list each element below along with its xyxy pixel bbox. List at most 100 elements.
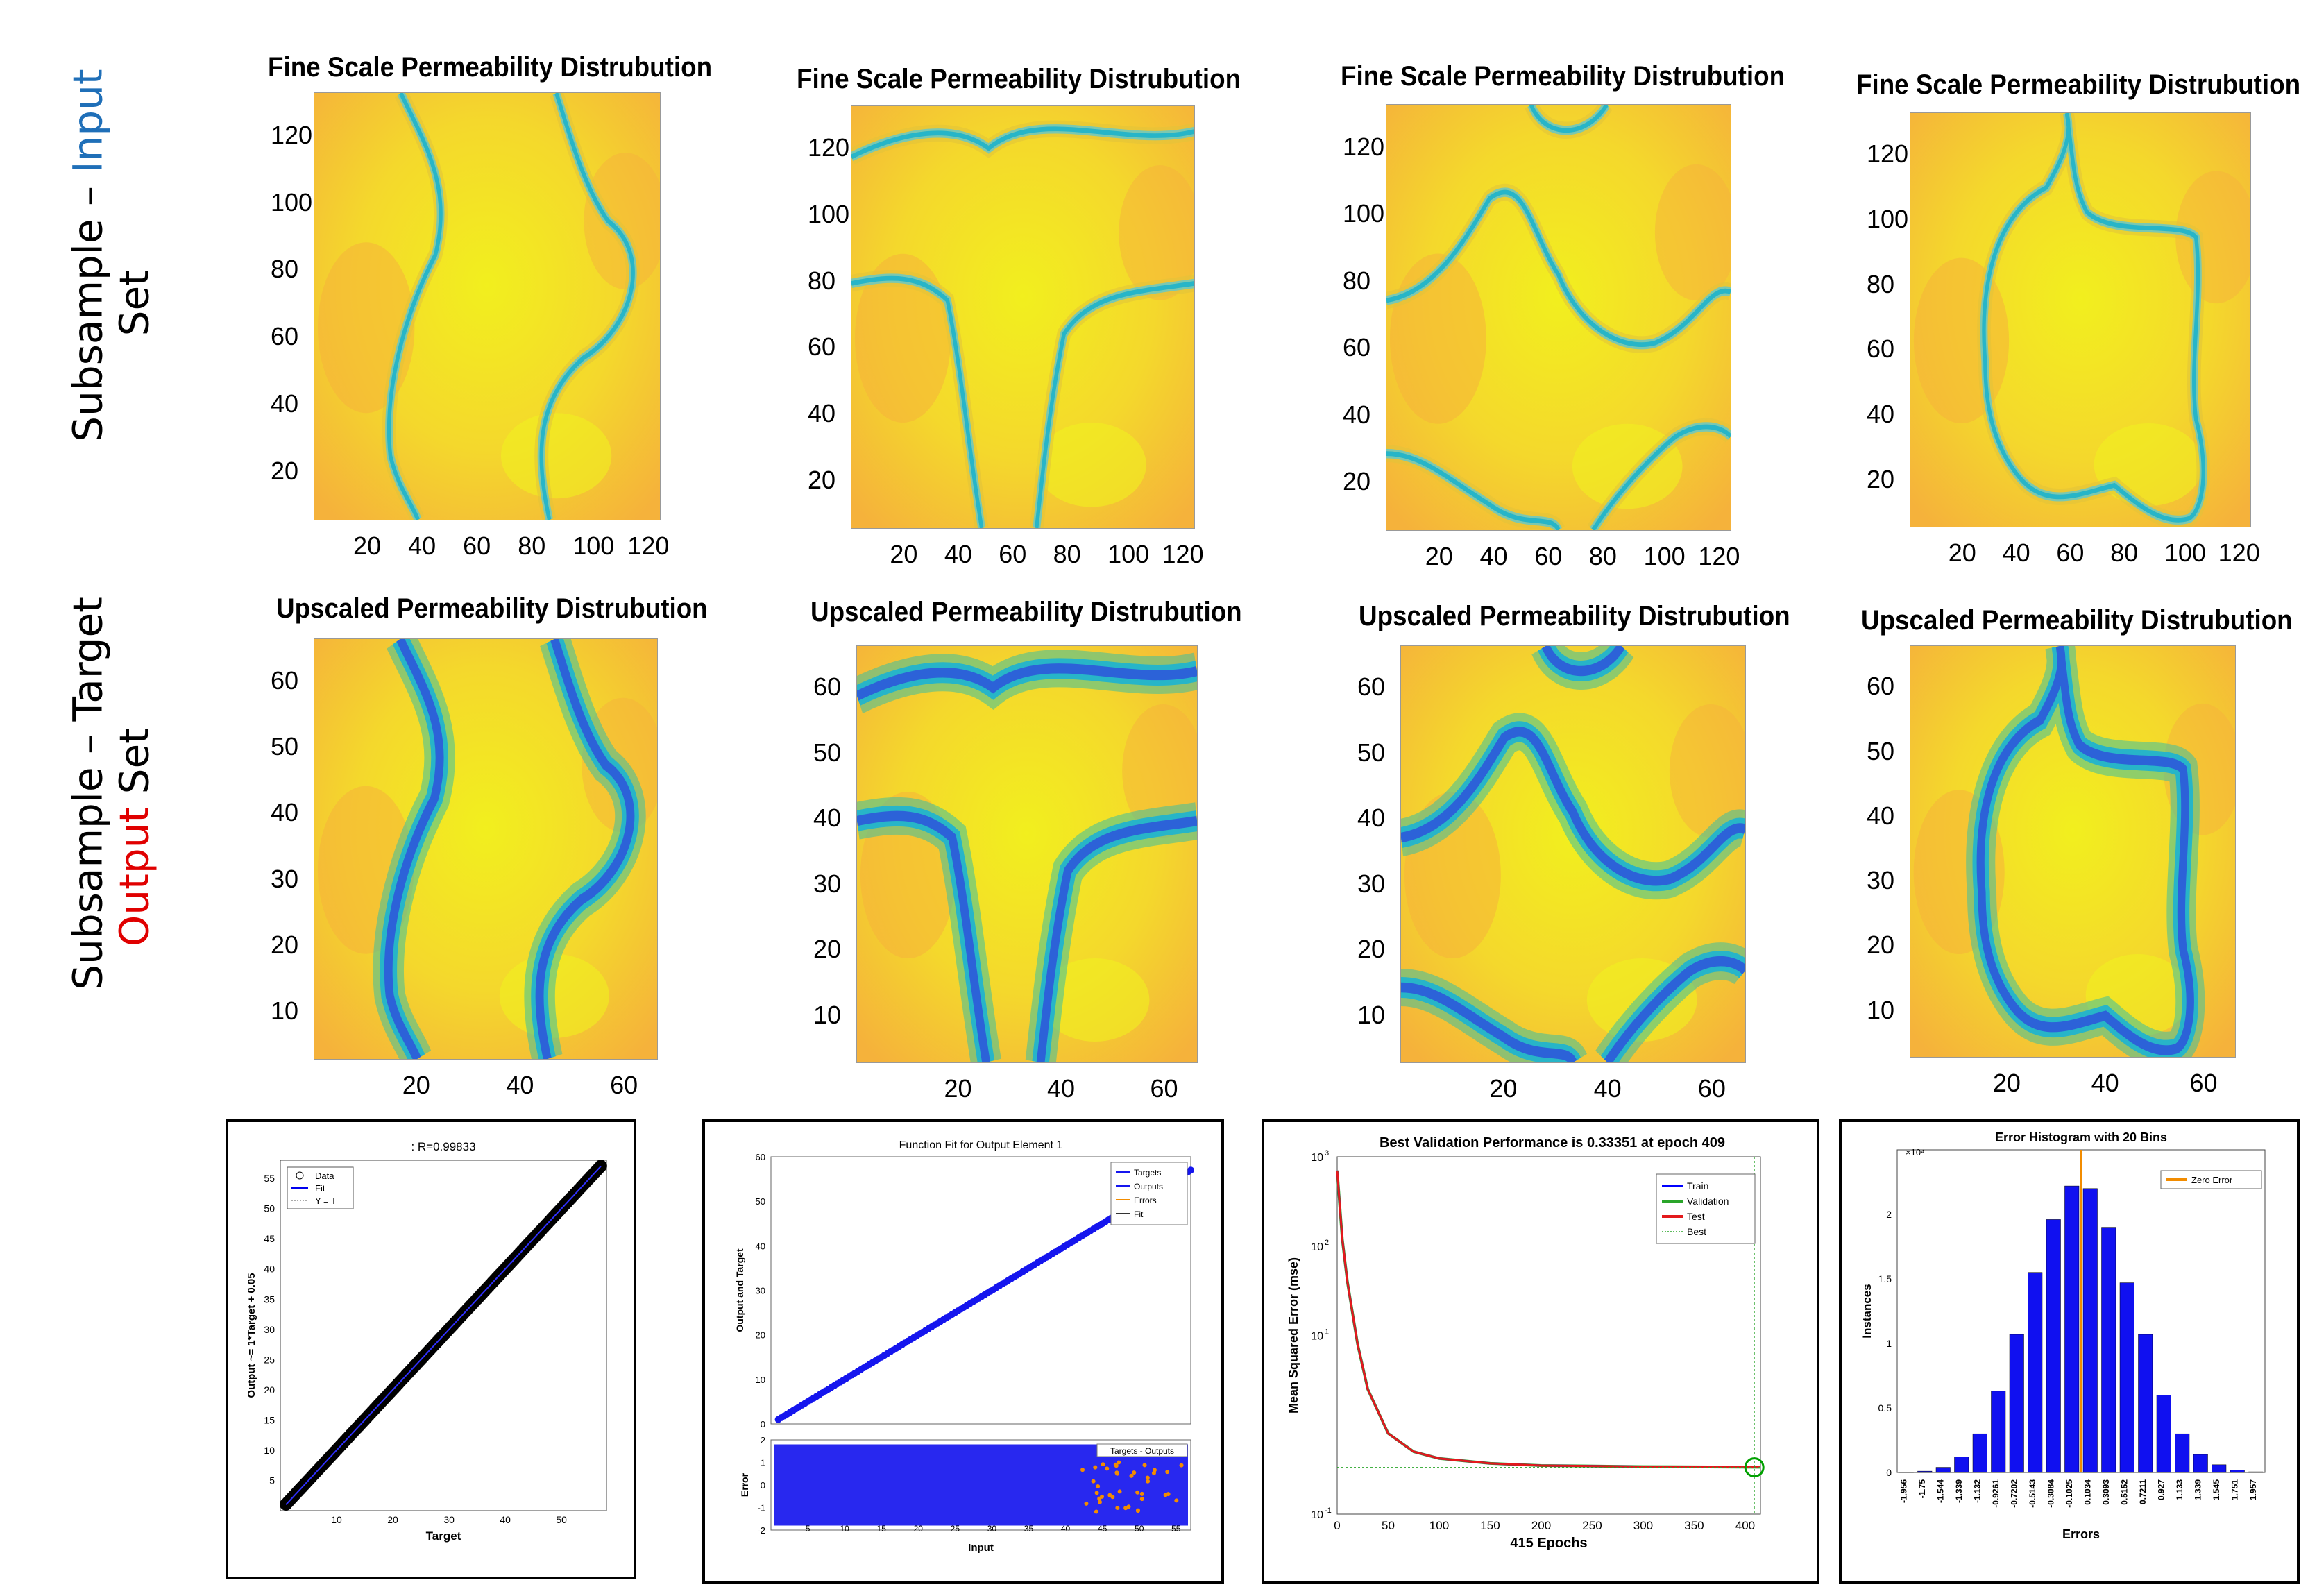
x-tick-label: -1.75 bbox=[1917, 1479, 1927, 1499]
y-tick-label: 1 bbox=[761, 1458, 765, 1468]
x-tick-label: 0.3093 bbox=[2101, 1479, 2111, 1505]
regression-plot: : R=0.9983310 20 30 40 505101520253035404550… bbox=[228, 1122, 634, 1577]
y-tick-exponent: 3 bbox=[1325, 1149, 1329, 1157]
error-histogram: Error Histogram with 20 Bins ×10⁴ -1.956 -1… bbox=[1842, 1122, 2297, 1581]
x-axis-label: Errors bbox=[2062, 1527, 2100, 1541]
error-point bbox=[1174, 1498, 1178, 1502]
histogram-bar bbox=[2157, 1395, 2171, 1472]
x-tick-label: 100 bbox=[1429, 1519, 1449, 1532]
x-tick-label: 250 bbox=[1582, 1519, 1602, 1532]
error-point bbox=[1165, 1470, 1169, 1474]
error-point bbox=[1136, 1509, 1140, 1513]
y-tick-label: 50 bbox=[1357, 738, 1385, 767]
legend-entry: Zero Error bbox=[2191, 1175, 2233, 1185]
y-tick-label: 30 bbox=[1867, 866, 1894, 895]
panel-title: Fine Scale Permeability Distrubution bbox=[797, 64, 1241, 95]
x-tick-label: 35 bbox=[1024, 1524, 1034, 1534]
legend-entry: Train bbox=[1687, 1180, 1708, 1191]
x-tick-label: 1.957 bbox=[2248, 1479, 2258, 1500]
x-tick-label: 55 bbox=[1171, 1524, 1181, 1534]
legend: TargetsOutputsErrorsFit bbox=[1111, 1162, 1187, 1225]
error-point bbox=[1180, 1463, 1184, 1468]
error-point bbox=[1166, 1492, 1171, 1496]
x-tick-label: 20 bbox=[890, 540, 917, 569]
legend-entry: Fit bbox=[1134, 1209, 1144, 1219]
x-tick-label: 10 bbox=[331, 1514, 342, 1525]
x-tick-label: 20 bbox=[402, 1071, 430, 1100]
x-tick-label: 0.5152 bbox=[2119, 1479, 2129, 1505]
y-tick-label: 0 bbox=[761, 1419, 765, 1429]
x-tick-label: -1.339 bbox=[1954, 1479, 1964, 1503]
x-tick-label: 40 bbox=[2003, 538, 2030, 568]
x-tick-label: 0.1034 bbox=[2082, 1479, 2092, 1505]
x-tick-label: 120 bbox=[627, 532, 669, 561]
y-axis-label: Error bbox=[739, 1472, 750, 1497]
y-tick-label: 10 bbox=[1867, 996, 1894, 1025]
x-tick-label: 100 bbox=[2164, 538, 2206, 568]
y-tick-label: 20 bbox=[1343, 467, 1370, 496]
x-tick-label: 15 bbox=[877, 1524, 887, 1534]
histogram-bar bbox=[1918, 1471, 1933, 1472]
x-tick-label: 400 bbox=[1735, 1519, 1755, 1532]
y-tick-label: 20 bbox=[813, 935, 841, 964]
panel-title: Fine Scale Permeability Distrubution bbox=[1856, 69, 2300, 101]
y-tick-label: 20 bbox=[756, 1330, 765, 1341]
error-point bbox=[1129, 1474, 1133, 1478]
y-tick-label: 120 bbox=[808, 133, 849, 162]
x-tick-label: 120 bbox=[1162, 540, 1203, 569]
y-axis-label: Instances bbox=[1860, 1284, 1874, 1338]
performance-plot-frame: Best Validation Performance is 0.33351 a… bbox=[1262, 1119, 1819, 1584]
data-point bbox=[1187, 1166, 1194, 1173]
histogram-bar bbox=[2193, 1454, 2208, 1472]
y-tick-label: 60 bbox=[1357, 672, 1385, 702]
histogram-bar bbox=[1992, 1391, 2006, 1472]
permeability-heatmap bbox=[1910, 645, 2236, 1058]
y-tick-label: 80 bbox=[808, 266, 835, 296]
x-tick-label: 40 bbox=[500, 1514, 511, 1525]
permeability-heatmap bbox=[1910, 112, 2251, 527]
legend: TrainValidationTestBest bbox=[1656, 1174, 1755, 1243]
x-tick-label: 40 bbox=[1594, 1074, 1622, 1103]
y-tick-label: 35 bbox=[264, 1293, 275, 1305]
y-tick-label: 20 bbox=[808, 466, 835, 495]
y-tick-label: 30 bbox=[813, 869, 841, 899]
x-tick-label: 20 bbox=[1489, 1074, 1517, 1103]
y-tick-label: 60 bbox=[271, 666, 298, 695]
x-tick-label: 200 bbox=[1531, 1519, 1551, 1532]
legend-entry: Targets bbox=[1134, 1168, 1161, 1178]
y-tick-label: 120 bbox=[1343, 133, 1384, 162]
row-label-output: Subsample – Target Output Set bbox=[65, 685, 157, 990]
regression-plot-frame: : R=0.99833 10 20 30 40 50 5 10 15 20 25 30 35 40 45 50… bbox=[226, 1119, 636, 1579]
chart-title: Error Histogram with 20 Bins bbox=[1995, 1130, 2167, 1144]
error-point bbox=[1115, 1506, 1119, 1510]
error-point bbox=[1101, 1462, 1105, 1466]
y-tick-label: 100 bbox=[1343, 199, 1384, 228]
x-axis-label: 415 Epochs bbox=[1510, 1536, 1587, 1551]
chart-title: Function Fit for Output Element 1 bbox=[899, 1139, 1063, 1151]
y-tick-label: 20 bbox=[1357, 935, 1385, 964]
y-tick-label: 40 bbox=[1357, 804, 1385, 833]
x-tick-label: -0.9261 bbox=[1991, 1479, 2001, 1508]
y-tick-label: 10 bbox=[271, 996, 298, 1026]
x-tick-label: 25 bbox=[951, 1524, 960, 1534]
y-scale-label: ×10⁴ bbox=[1906, 1147, 1925, 1157]
y-tick-label: 20 bbox=[271, 931, 298, 960]
y-tick-label: 40 bbox=[813, 804, 841, 833]
x-tick-label: 10 bbox=[840, 1524, 849, 1534]
error-point bbox=[1096, 1484, 1100, 1488]
error-point bbox=[1123, 1506, 1128, 1510]
y-tick-label: 40 bbox=[1867, 400, 1894, 429]
y-tick-label: 10 bbox=[756, 1375, 765, 1385]
row-label-input: Subsample – Input Set bbox=[65, 164, 157, 442]
x-tick-label: 100 bbox=[1107, 540, 1149, 569]
y-tick-label: 10 bbox=[1311, 1509, 1323, 1521]
error-point bbox=[1095, 1491, 1099, 1495]
histogram-bar bbox=[2139, 1334, 2153, 1472]
y-tick-label: 0 bbox=[1886, 1467, 1892, 1478]
x-axis-label: Input bbox=[968, 1542, 994, 1554]
y-tick-label: 50 bbox=[756, 1196, 765, 1207]
performance-plot: Best Validation Performance is 0.33351 a… bbox=[1264, 1122, 1817, 1581]
function-fit-plot: Function Fit for Output Element 10102030… bbox=[705, 1122, 1221, 1581]
x-tick-label: 60 bbox=[1698, 1074, 1726, 1103]
x-tick-label: 150 bbox=[1480, 1519, 1500, 1532]
